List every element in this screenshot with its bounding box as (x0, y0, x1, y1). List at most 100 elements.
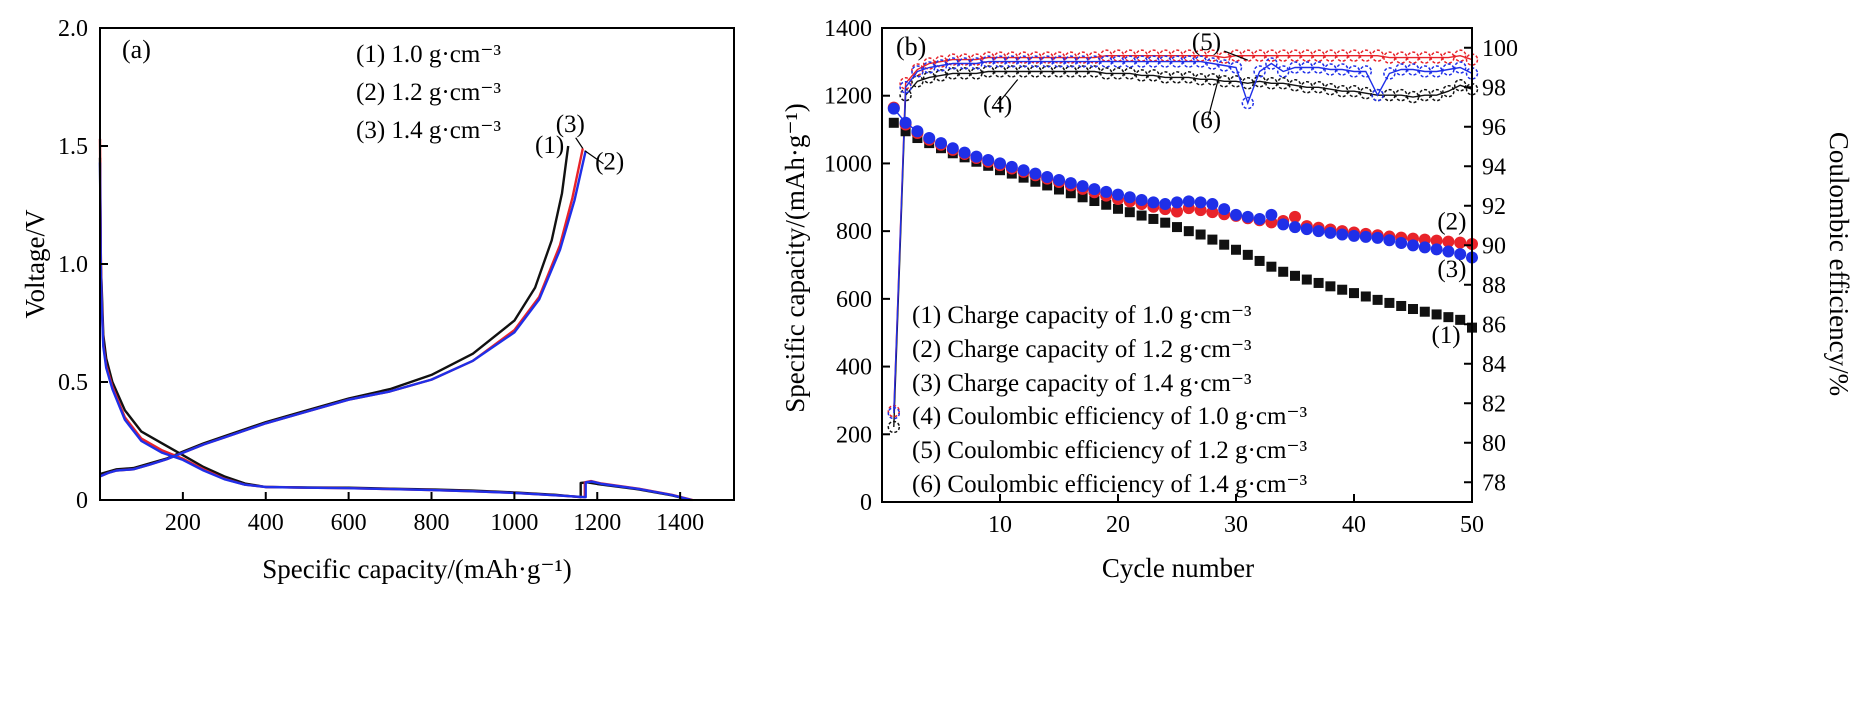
data-point (1442, 235, 1455, 248)
chart-b-xlabel: Cycle number (1102, 553, 1254, 583)
data-point (1347, 49, 1361, 62)
y-right-tick-label: 84 (1482, 352, 1506, 378)
data-point (1276, 65, 1290, 78)
data-point (1419, 306, 1430, 317)
y-right-tick-label: 88 (1482, 273, 1506, 299)
data-point (958, 53, 971, 66)
data-point (981, 55, 995, 68)
data-point (1030, 176, 1041, 187)
data-point (1254, 255, 1265, 266)
data-point (1053, 174, 1065, 187)
data-point (1349, 288, 1359, 299)
data-point (934, 69, 948, 82)
data-point (1029, 167, 1042, 180)
series-2-discharge-curve (98, 138, 693, 502)
data-point (1064, 65, 1078, 78)
data-point (1290, 270, 1300, 281)
chart-a-legend-item-3: (3) 1.4 g·cm⁻³ (356, 117, 501, 144)
data-point (1065, 188, 1076, 199)
data-point (1113, 203, 1123, 214)
curve-label: (2) (595, 149, 624, 176)
data-point (1100, 185, 1113, 198)
data-point (1454, 236, 1467, 249)
data-point (1101, 199, 1112, 210)
data-point (1194, 49, 1207, 62)
data-point (1383, 88, 1396, 102)
data-point (1454, 248, 1467, 261)
curve-label-leader (575, 137, 584, 149)
data-point (1289, 221, 1301, 234)
data-point (922, 61, 936, 74)
data-point (1040, 65, 1054, 78)
data-point (1324, 82, 1337, 96)
data-point (1395, 236, 1408, 249)
chart-b-legend-item-4: (4) Coulombic efficiency of 1.0 g·cm⁻³ (912, 403, 1308, 430)
x-tick-label: 200 (165, 510, 201, 536)
data-point (922, 57, 936, 70)
data-point (1242, 249, 1253, 260)
data-point (1054, 184, 1064, 195)
data-point (1396, 300, 1407, 311)
curve-label: (2) (1437, 208, 1466, 235)
data-point (1230, 208, 1242, 221)
data-point (1077, 192, 1088, 203)
data-point (1182, 71, 1196, 84)
data-point (1111, 55, 1125, 68)
data-point (934, 59, 948, 72)
data-point (946, 67, 960, 80)
data-point (1158, 49, 1172, 62)
data-point (1076, 180, 1089, 193)
data-point (1099, 55, 1113, 68)
data-point (1383, 234, 1396, 247)
data-point (1335, 84, 1349, 98)
data-point (1052, 51, 1066, 64)
data-point (1005, 51, 1019, 64)
y-tick-label: 0.5 (58, 370, 88, 396)
chart-b: 10 20 30 40 50 0 200 400 600 800 1000 1200 1400 78 80 8… (780, 16, 1851, 583)
data-point (1359, 86, 1373, 100)
series-3 (887, 102, 1478, 264)
data-point (1289, 210, 1301, 223)
data-point (982, 154, 995, 167)
data-point (1076, 65, 1089, 78)
data-point (1312, 81, 1325, 94)
data-point (887, 102, 900, 115)
chart-a-curves (98, 138, 693, 502)
data-point (1112, 188, 1124, 201)
chart-b-legend: (1) Charge capacity of 1.0 g·cm⁻³ (2) Ch… (912, 302, 1308, 498)
y-right-tick-label: 92 (1482, 194, 1506, 220)
data-point (1408, 304, 1418, 315)
chart-b-legend-item-2: (2) Charge capacity of 1.2 g·cm⁻³ (912, 336, 1252, 363)
data-point (1147, 196, 1160, 209)
data-point (1088, 51, 1101, 64)
series-3-charge-curve (99, 150, 587, 478)
y-tick-label: 1000 (824, 151, 872, 177)
data-point (1135, 69, 1148, 82)
data-point (1394, 63, 1408, 76)
data-point (1301, 274, 1312, 285)
series-5 (887, 49, 1479, 418)
data-point (1158, 55, 1172, 68)
data-point (1218, 203, 1231, 216)
series-3-discharge-curve (98, 162, 692, 502)
data-point (923, 132, 936, 145)
data-point (1406, 51, 1420, 64)
data-point (946, 53, 960, 66)
y-right-tick-label: 100 (1482, 36, 1518, 62)
data-point (1206, 198, 1219, 211)
curve-label: (4) (983, 92, 1012, 119)
data-point (1371, 231, 1384, 244)
data-point (1172, 222, 1182, 233)
data-point (1384, 297, 1395, 308)
y-right-tick-label: 82 (1482, 391, 1506, 417)
series-1 (888, 117, 1477, 333)
data-point (1229, 75, 1243, 88)
y-right-tick-label: 86 (1482, 312, 1506, 338)
data-point (1371, 49, 1384, 62)
chart-b-curve-labels: (1) (2) (3) (4) (5) (6) (983, 29, 1466, 349)
data-point (1383, 67, 1396, 80)
series-6 (887, 55, 1479, 420)
chart-a-xlabel: Specific capacity/(mAh·g⁻¹) (262, 554, 571, 584)
data-point (1088, 65, 1101, 78)
data-point (1135, 193, 1148, 206)
